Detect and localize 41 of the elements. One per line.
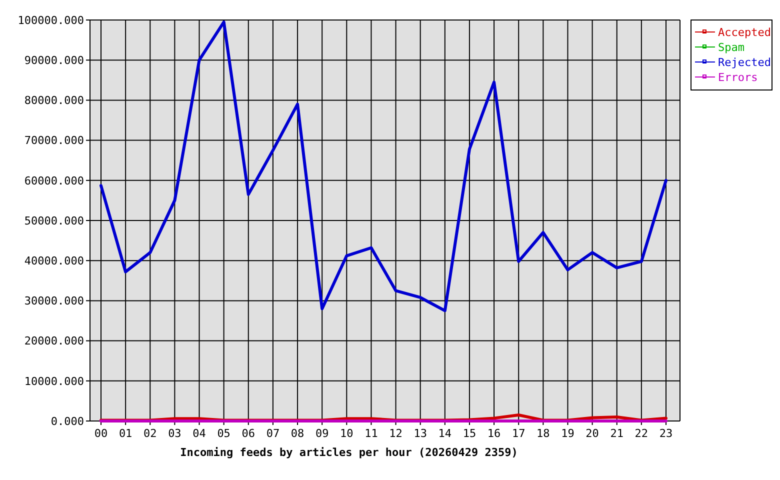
y-tick-label: 80000.000 — [24, 94, 84, 108]
y-tick-label: 0.000 — [50, 414, 84, 428]
y-tick-label: 70000.000 — [24, 134, 84, 148]
x-tick-label: 22 — [634, 427, 648, 440]
x-tick-label: 13 — [414, 427, 427, 440]
y-tick-label: 30000.000 — [24, 294, 84, 308]
x-tick-label: 19 — [561, 427, 574, 440]
x-tick-label: 07 — [266, 427, 280, 440]
x-tick-label: 17 — [512, 427, 526, 440]
legend-label: Accepted — [718, 26, 771, 39]
x-tick-label: 01 — [118, 427, 132, 440]
legend-label: Rejected — [718, 56, 771, 69]
x-tick-label: 03 — [168, 427, 182, 440]
y-tick-label: 60000.000 — [24, 174, 84, 188]
line-series — [100, 20, 668, 312]
x-tick-label: 16 — [487, 427, 501, 440]
y-tick-label: 20000.000 — [24, 334, 84, 348]
x-tick-label: 08 — [290, 427, 304, 440]
x-tick-label: 21 — [610, 427, 624, 440]
x-tick-label: 14 — [438, 427, 452, 440]
x-tick-label: 15 — [462, 427, 476, 440]
x-tick-label: 06 — [242, 427, 256, 440]
x-tick-label: 11 — [364, 427, 378, 440]
y-tick-label: 10000.000 — [24, 374, 84, 388]
x-tick-label: 23 — [659, 427, 673, 440]
x-tick-label: 05 — [217, 427, 230, 440]
legend-label: Errors — [718, 70, 758, 84]
x-tick-label: 12 — [389, 427, 402, 440]
y-tick-label: 90000.000 — [24, 54, 84, 67]
x-tick-label: 20 — [586, 427, 599, 440]
y-tick-label: 100000.000 — [18, 14, 84, 27]
x-tick-label: 02 — [144, 427, 157, 440]
x-tick-label: 10 — [340, 427, 354, 440]
y-tick-label: 40000.000 — [24, 254, 84, 268]
x-axis-title: Incoming feeds by articles per hour (20260429 2359) — [180, 446, 518, 459]
x-tick-label: 00 — [94, 427, 108, 440]
x-tick-label: 04 — [192, 427, 206, 440]
legend-label: Spam — [718, 40, 745, 54]
x-tick-label: 18 — [536, 427, 550, 440]
x-tick-label: 09 — [315, 427, 329, 440]
y-tick-label: 50000.000 — [24, 214, 84, 228]
